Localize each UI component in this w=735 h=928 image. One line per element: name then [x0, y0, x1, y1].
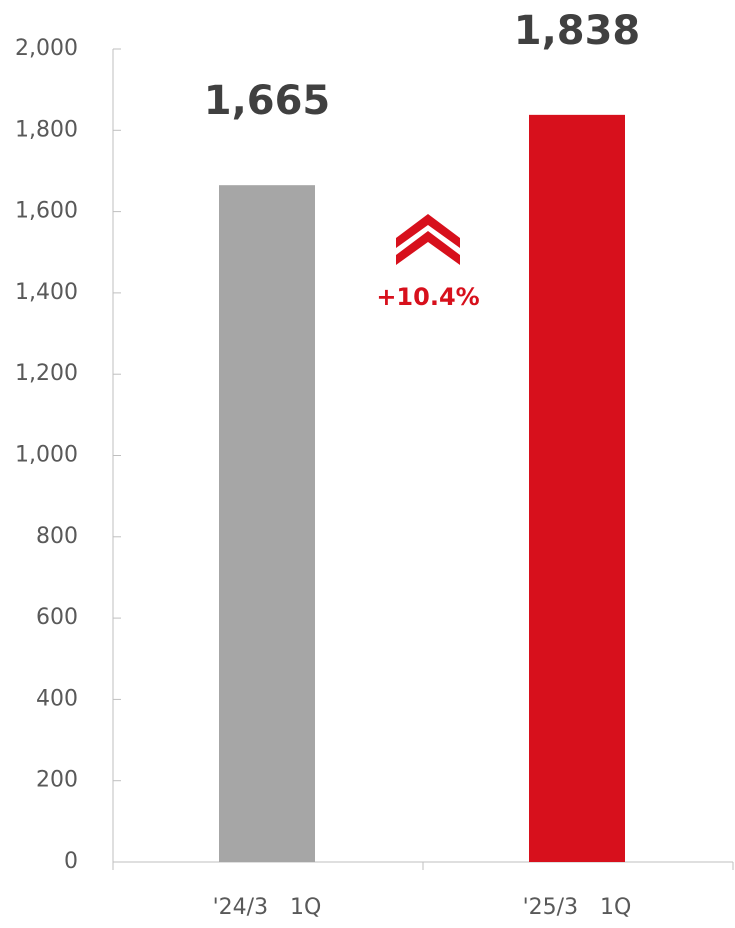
y-tick-label: 1,000 — [15, 443, 78, 468]
value-label: 1,838 — [514, 8, 641, 54]
growth-annotation: +10.4% — [376, 283, 479, 311]
y-tick-label: 600 — [36, 605, 78, 630]
y-tick-label: 1,600 — [15, 199, 78, 224]
y-tick-label: 800 — [36, 524, 78, 549]
y-tick-label: 0 — [64, 849, 78, 874]
y-tick-label: 400 — [36, 686, 78, 711]
y-tick-label: 1,200 — [15, 361, 78, 386]
y-tick-label: 2,000 — [15, 36, 78, 61]
y-tick-label: 1,800 — [15, 117, 78, 142]
y-tick-label: 1,400 — [15, 280, 78, 305]
value-label: 1,665 — [204, 78, 331, 124]
bar — [529, 114, 625, 862]
x-tick-label: '24/3 1Q — [213, 895, 322, 920]
y-tick-label: 200 — [36, 768, 78, 793]
x-tick-label: '25/3 1Q — [523, 895, 632, 920]
bar — [219, 185, 315, 863]
growth-arrow — [396, 214, 460, 265]
